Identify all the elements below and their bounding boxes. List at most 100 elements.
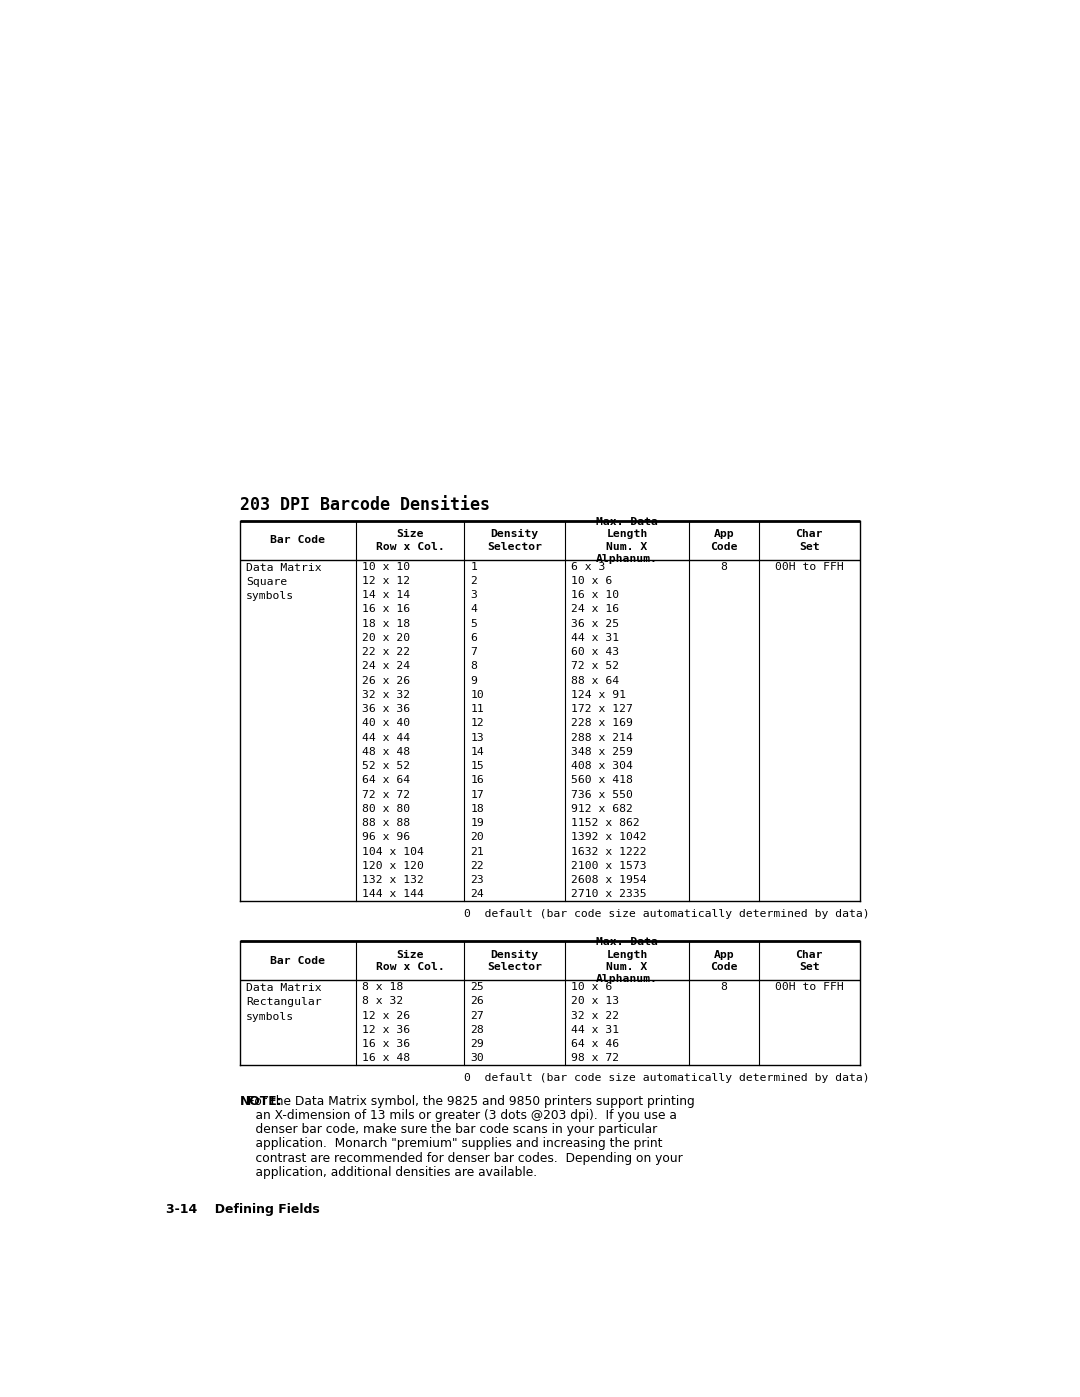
Text: 32 x 22: 32 x 22	[571, 1010, 620, 1021]
Text: 132 x 132: 132 x 132	[362, 875, 424, 886]
Text: 29: 29	[471, 1039, 484, 1049]
Text: 3: 3	[471, 590, 477, 601]
Text: 6: 6	[471, 633, 477, 643]
Text: denser bar code, make sure the bar code scans in your particular: denser bar code, make sure the bar code …	[240, 1123, 657, 1136]
Text: 0  default (bar code size automatically determined by data): 0 default (bar code size automatically d…	[464, 1073, 870, 1083]
Text: 12: 12	[471, 718, 484, 728]
Text: 26 x 26: 26 x 26	[362, 676, 410, 686]
Text: 10 x 6: 10 x 6	[571, 982, 612, 992]
Text: 8: 8	[471, 661, 477, 672]
Text: 5: 5	[471, 619, 477, 629]
Text: App
Code: App Code	[711, 950, 738, 972]
Text: 1152 x 862: 1152 x 862	[571, 819, 640, 828]
Text: Size
Row x Col.: Size Row x Col.	[376, 529, 445, 552]
Text: 20: 20	[471, 833, 484, 842]
Text: App
Code: App Code	[711, 529, 738, 552]
Text: 8: 8	[720, 562, 728, 571]
Text: 72 x 72: 72 x 72	[362, 789, 410, 799]
Text: Max. Data
Length
Num. X
Alphanum.: Max. Data Length Num. X Alphanum.	[596, 937, 658, 985]
Text: an X-dimension of 13 mils or greater (3 dots @203 dpi).  If you use a: an X-dimension of 13 mils or greater (3 …	[240, 1109, 676, 1122]
Text: 16 x 16: 16 x 16	[362, 605, 410, 615]
Text: 2100 x 1573: 2100 x 1573	[571, 861, 647, 870]
Text: 172 x 127: 172 x 127	[571, 704, 633, 714]
Text: 72 x 52: 72 x 52	[571, 661, 620, 672]
Text: Rectangular: Rectangular	[246, 997, 322, 1007]
Text: 14 x 14: 14 x 14	[362, 590, 410, 601]
Text: 4: 4	[471, 605, 477, 615]
Text: 10: 10	[471, 690, 484, 700]
Text: symbols: symbols	[246, 591, 294, 601]
Text: Square: Square	[246, 577, 287, 587]
Text: 24 x 16: 24 x 16	[571, 605, 620, 615]
Text: 64 x 64: 64 x 64	[362, 775, 410, 785]
Text: 12 x 12: 12 x 12	[362, 576, 410, 585]
Text: 30: 30	[471, 1053, 484, 1063]
Text: 228 x 169: 228 x 169	[571, 718, 633, 728]
Text: 1392 x 1042: 1392 x 1042	[571, 833, 647, 842]
Text: 40 x 40: 40 x 40	[362, 718, 410, 728]
Text: 21: 21	[471, 847, 484, 856]
Text: 18 x 18: 18 x 18	[362, 619, 410, 629]
Text: 120 x 120: 120 x 120	[362, 861, 424, 870]
Text: 26: 26	[471, 996, 484, 1006]
Text: Max. Data
Length
Num. X
Alphanum.: Max. Data Length Num. X Alphanum.	[596, 517, 658, 564]
Text: 98 x 72: 98 x 72	[571, 1053, 620, 1063]
Text: 8: 8	[720, 982, 728, 992]
Text: 2: 2	[471, 576, 477, 585]
Text: Data Matrix: Data Matrix	[246, 983, 322, 993]
Text: 88 x 64: 88 x 64	[571, 676, 620, 686]
Text: 00H to FFH: 00H to FFH	[774, 562, 843, 571]
Text: 96 x 96: 96 x 96	[362, 833, 410, 842]
Text: 60 x 43: 60 x 43	[571, 647, 620, 657]
Text: 10 x 10: 10 x 10	[362, 562, 410, 571]
Text: 2710 x 2335: 2710 x 2335	[571, 890, 647, 900]
Text: 13: 13	[471, 732, 484, 743]
Text: 22: 22	[471, 861, 484, 870]
Text: 88 x 88: 88 x 88	[362, 819, 410, 828]
Text: 144 x 144: 144 x 144	[362, 890, 424, 900]
Text: 7: 7	[471, 647, 477, 657]
Text: 52 x 52: 52 x 52	[362, 761, 410, 771]
Text: 8 x 32: 8 x 32	[362, 996, 403, 1006]
Text: 124 x 91: 124 x 91	[571, 690, 626, 700]
Text: 16 x 10: 16 x 10	[571, 590, 620, 601]
Text: Bar Code: Bar Code	[270, 535, 325, 545]
Text: 23: 23	[471, 875, 484, 886]
Text: For the Data Matrix symbol, the 9825 and 9850 printers support printing: For the Data Matrix symbol, the 9825 and…	[240, 1095, 694, 1108]
Text: 44 x 31: 44 x 31	[571, 1025, 620, 1035]
Text: 560 x 418: 560 x 418	[571, 775, 633, 785]
Text: 16: 16	[471, 775, 484, 785]
Text: 14: 14	[471, 747, 484, 757]
Text: 20 x 20: 20 x 20	[362, 633, 410, 643]
Text: 6 x 3: 6 x 3	[571, 562, 606, 571]
Text: Char
Set: Char Set	[796, 950, 823, 972]
Text: 20 x 13: 20 x 13	[571, 996, 620, 1006]
Text: 44 x 44: 44 x 44	[362, 732, 410, 743]
Text: 36 x 36: 36 x 36	[362, 704, 410, 714]
Text: 24: 24	[471, 890, 484, 900]
Text: 203 DPI Barcode Densities: 203 DPI Barcode Densities	[240, 496, 489, 514]
Text: 19: 19	[471, 819, 484, 828]
Text: 00H to FFH: 00H to FFH	[774, 982, 843, 992]
Text: 1632 x 1222: 1632 x 1222	[571, 847, 647, 856]
Text: 288 x 214: 288 x 214	[571, 732, 633, 743]
Text: NOTE:: NOTE:	[240, 1095, 282, 1108]
Text: 10 x 6: 10 x 6	[571, 576, 612, 585]
Text: 36 x 25: 36 x 25	[571, 619, 620, 629]
Text: 1: 1	[471, 562, 477, 571]
Text: 3-14    Defining Fields: 3-14 Defining Fields	[166, 1203, 320, 1217]
Text: contrast are recommended for denser bar codes.  Depending on your: contrast are recommended for denser bar …	[240, 1151, 683, 1165]
Text: 736 x 550: 736 x 550	[571, 789, 633, 799]
Text: 408 x 304: 408 x 304	[571, 761, 633, 771]
Text: 80 x 80: 80 x 80	[362, 803, 410, 814]
Text: 15: 15	[471, 761, 484, 771]
Text: 64 x 46: 64 x 46	[571, 1039, 620, 1049]
Text: 28: 28	[471, 1025, 484, 1035]
Text: 32 x 32: 32 x 32	[362, 690, 410, 700]
Text: 12 x 36: 12 x 36	[362, 1025, 410, 1035]
Text: 48 x 48: 48 x 48	[362, 747, 410, 757]
Text: 2608 x 1954: 2608 x 1954	[571, 875, 647, 886]
Text: application, additional densities are available.: application, additional densities are av…	[240, 1166, 537, 1179]
Text: 22 x 22: 22 x 22	[362, 647, 410, 657]
Text: 17: 17	[471, 789, 484, 799]
